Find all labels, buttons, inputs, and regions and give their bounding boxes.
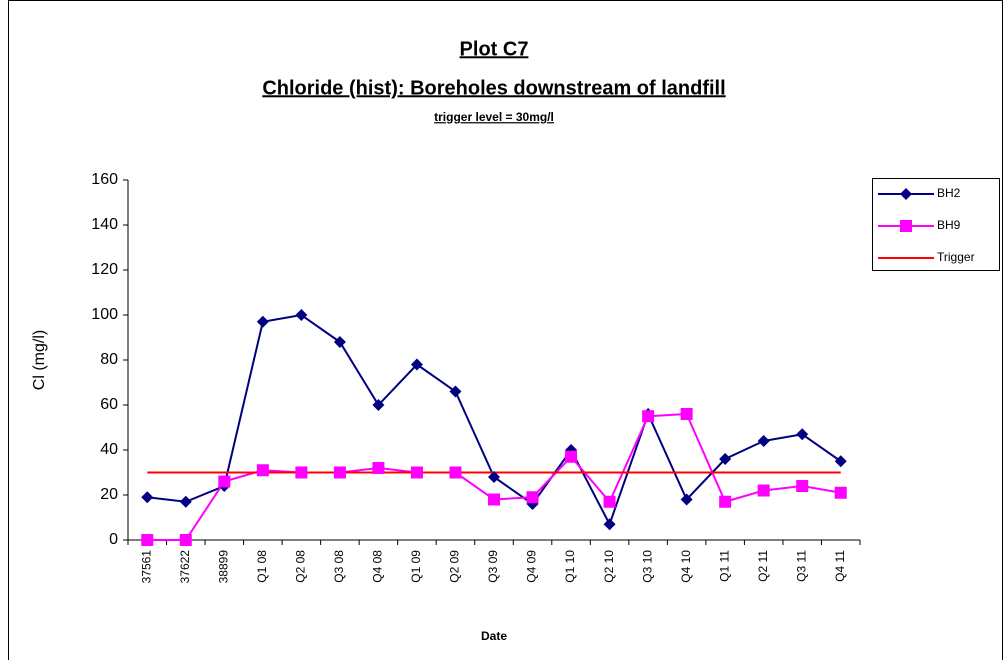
y-tick-label: 60 [100, 396, 118, 413]
data-point [333, 336, 346, 348]
x-tick-label: 37561 [139, 550, 153, 584]
data-point [449, 385, 462, 398]
x-tick-label: Q2 08 [294, 550, 308, 583]
data-point [796, 428, 809, 441]
legend-label: BH2 [937, 186, 961, 200]
legend-label: Trigger [937, 250, 975, 264]
data-point [256, 315, 269, 328]
data-point [179, 495, 192, 508]
y-tick-label: 120 [91, 261, 118, 278]
data-point [449, 466, 462, 479]
data-point [680, 493, 693, 506]
y-tick-label: 0 [109, 531, 118, 548]
legend [872, 178, 1000, 271]
data-point [488, 471, 500, 483]
data-point [565, 450, 578, 463]
x-tick-label: Q2 09 [448, 550, 462, 583]
data-point [603, 495, 616, 508]
chart-title: Plot C7 [460, 38, 529, 60]
x-tick-label: Q1 08 [255, 550, 269, 583]
y-axis-label: Cl (mg/l) [31, 330, 48, 390]
data-point [295, 309, 308, 321]
chart-border [8, 0, 1003, 660]
data-point [719, 495, 732, 508]
x-tick-label: Q1 11 [717, 550, 731, 582]
y-tick-label: 20 [100, 486, 118, 503]
legend-marker [900, 188, 912, 200]
legend-label: BH9 [937, 218, 961, 232]
y-tick-label: 140 [91, 216, 118, 233]
x-tick-label: Q2 10 [602, 550, 616, 583]
x-tick-label: Q4 08 [371, 550, 385, 583]
data-point [141, 534, 154, 546]
y-tick-label: 160 [91, 171, 118, 188]
y-tick-label: 100 [91, 306, 118, 323]
data-point [488, 493, 500, 506]
data-point [256, 464, 269, 477]
x-tick-label: Q3 11 [794, 550, 808, 582]
data-point [372, 399, 385, 411]
data-point [603, 518, 616, 531]
data-point [333, 466, 346, 479]
data-point [757, 484, 770, 497]
data-point [410, 466, 423, 479]
data-point [834, 486, 847, 499]
chart-subtitle: Chloride (hist): Boreholes downstream of… [262, 77, 725, 99]
x-tick-label: Q1 10 [563, 550, 577, 583]
data-point [757, 435, 770, 447]
x-tick-label: Q1 09 [409, 550, 423, 583]
y-tick-label: 80 [100, 351, 118, 368]
data-point [796, 480, 809, 492]
x-tick-label: Q4 10 [679, 550, 693, 583]
data-point [141, 491, 154, 504]
data-point [179, 534, 192, 546]
data-point [410, 358, 423, 371]
x-tick-label: 37622 [178, 550, 192, 584]
y-tick-label: 40 [100, 441, 118, 458]
x-tick-label: Q3 08 [332, 550, 346, 583]
data-point [372, 462, 385, 474]
x-tick-label: Q2 11 [756, 550, 770, 582]
data-point [295, 466, 308, 479]
annotation: trigger level = 30mg/l [434, 110, 554, 124]
x-tick-label: Q3 10 [640, 550, 654, 583]
data-point [642, 410, 655, 423]
x-axis-label: Date [481, 629, 507, 643]
data-point [218, 475, 231, 488]
x-tick-label: 38899 [216, 550, 230, 584]
x-tick-label: Q4 09 [525, 550, 539, 583]
legend-marker [900, 220, 912, 232]
x-tick-label: Q3 09 [486, 550, 500, 583]
data-point [526, 491, 539, 504]
x-tick-label: Q4 11 [833, 550, 847, 582]
data-point [680, 408, 693, 420]
data-point [834, 455, 847, 468]
data-point [719, 453, 732, 465]
